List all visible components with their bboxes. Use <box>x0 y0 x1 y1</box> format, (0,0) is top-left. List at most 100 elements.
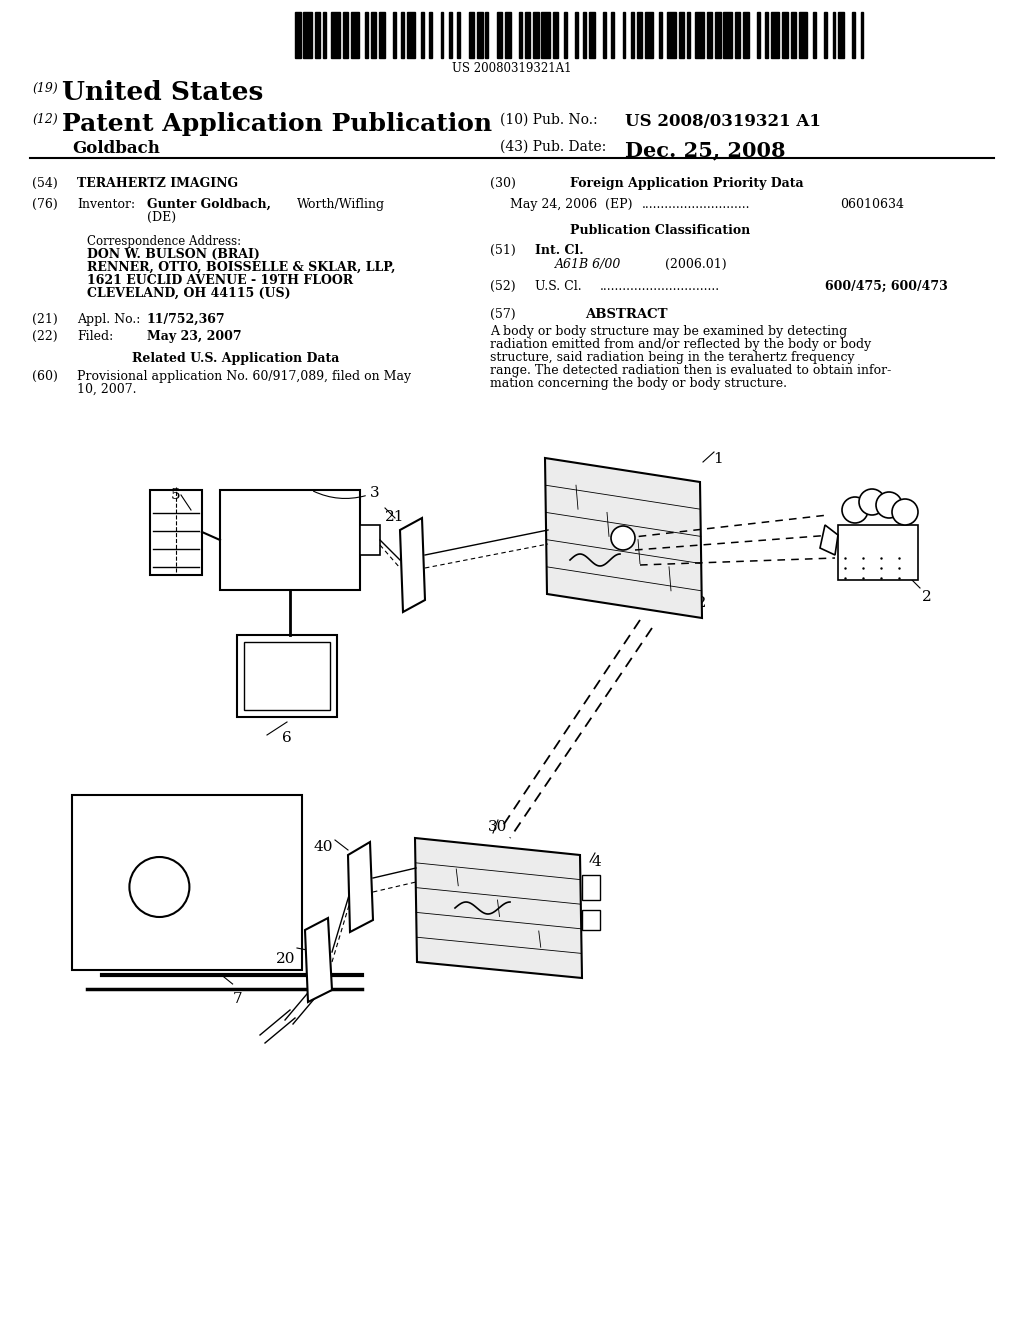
Bar <box>824 12 827 58</box>
Text: (30): (30) <box>490 177 516 190</box>
Bar <box>734 12 740 58</box>
Bar <box>351 12 359 58</box>
Polygon shape <box>400 517 425 612</box>
Text: 1: 1 <box>713 451 723 466</box>
Bar <box>695 12 703 58</box>
Text: (22): (22) <box>32 330 57 343</box>
Text: mation concerning the body or body structure.: mation concerning the body or body struc… <box>490 378 787 389</box>
Text: (52): (52) <box>490 280 516 293</box>
Polygon shape <box>415 838 582 978</box>
Text: Correspondence Address:: Correspondence Address: <box>87 235 241 248</box>
Text: radiation emitted from and/or reflected by the body or body: radiation emitted from and/or reflected … <box>490 338 871 351</box>
Text: May 23, 2007: May 23, 2007 <box>147 330 242 343</box>
Bar <box>343 12 348 58</box>
Bar <box>542 12 550 58</box>
Text: A61B 6/00: A61B 6/00 <box>555 257 622 271</box>
Bar <box>582 875 600 900</box>
Text: 21: 21 <box>385 510 404 524</box>
Bar <box>485 12 488 58</box>
Text: (10) Pub. No.:: (10) Pub. No.: <box>500 114 598 127</box>
Bar <box>401 12 404 58</box>
Text: Filed:: Filed: <box>77 330 114 343</box>
Bar <box>582 909 600 931</box>
Text: A body or body structure may be examined by detecting: A body or body structure may be examined… <box>490 325 847 338</box>
Text: (76): (76) <box>32 198 57 211</box>
Text: U.S. Cl.: U.S. Cl. <box>535 280 582 293</box>
Bar <box>72 795 302 970</box>
Bar <box>421 12 424 58</box>
Text: (EP): (EP) <box>605 198 633 211</box>
Text: ...............................: ............................... <box>600 280 720 293</box>
Text: Publication Classification: Publication Classification <box>570 224 751 238</box>
Text: 32: 32 <box>688 597 708 610</box>
Bar <box>244 642 330 710</box>
Bar <box>314 12 321 58</box>
Bar <box>237 635 337 717</box>
Text: Inventor:: Inventor: <box>77 198 135 211</box>
Circle shape <box>611 525 635 550</box>
Text: (57): (57) <box>490 308 516 321</box>
Bar <box>295 12 301 58</box>
Bar <box>564 12 566 58</box>
Text: May 24, 2006: May 24, 2006 <box>510 198 597 211</box>
Polygon shape <box>348 842 373 932</box>
Circle shape <box>892 499 918 525</box>
Bar <box>645 12 653 58</box>
Bar <box>723 12 732 58</box>
Bar <box>631 12 634 58</box>
Text: 4: 4 <box>592 855 602 869</box>
Text: Patent Application Publication: Patent Application Publication <box>62 112 493 136</box>
Text: ............................: ............................ <box>642 198 751 211</box>
Text: Goldbach: Goldbach <box>72 140 160 157</box>
Text: Gunter Goldbach,: Gunter Goldbach, <box>147 198 271 211</box>
Bar <box>365 12 368 58</box>
Bar <box>833 12 836 58</box>
Text: range. The detected radiation then is evaluated to obtain infor-: range. The detected radiation then is ev… <box>490 364 891 378</box>
Text: Foreign Application Priority Data: Foreign Application Priority Data <box>570 177 804 190</box>
Bar <box>534 12 539 58</box>
Bar <box>771 12 779 58</box>
Bar <box>623 12 626 58</box>
Bar <box>323 12 326 58</box>
Bar <box>584 12 586 58</box>
Bar <box>743 12 749 58</box>
Text: 2: 2 <box>922 590 932 605</box>
Text: US 20080319321A1: US 20080319321A1 <box>453 62 571 75</box>
Bar <box>519 12 522 58</box>
Text: DON W. BULSON (BRAI): DON W. BULSON (BRAI) <box>87 248 260 261</box>
Bar <box>668 12 676 58</box>
Bar <box>440 12 443 58</box>
Text: Related U.S. Application Data: Related U.S. Application Data <box>132 352 339 366</box>
Bar <box>469 12 474 58</box>
Circle shape <box>859 488 885 515</box>
Text: (2006.01): (2006.01) <box>665 257 727 271</box>
Bar <box>715 12 721 58</box>
Text: (51): (51) <box>490 244 516 257</box>
Bar <box>150 490 202 576</box>
Text: RENNER, OTTO, BOISSELLE & SKLAR, LLP,: RENNER, OTTO, BOISSELLE & SKLAR, LLP, <box>87 261 395 275</box>
Text: CLEVELAND, OH 44115 (US): CLEVELAND, OH 44115 (US) <box>87 286 291 300</box>
Bar <box>838 525 918 579</box>
Polygon shape <box>305 917 332 1002</box>
Text: 7: 7 <box>232 993 243 1006</box>
Text: 6: 6 <box>283 731 292 744</box>
Bar <box>360 525 380 554</box>
Circle shape <box>842 498 868 523</box>
Bar <box>813 12 816 58</box>
Bar <box>220 490 360 590</box>
Text: ABSTRACT: ABSTRACT <box>585 308 668 321</box>
Text: Worth/Wifling: Worth/Wifling <box>297 198 385 211</box>
Bar <box>458 12 460 58</box>
Text: 5: 5 <box>171 488 181 502</box>
Polygon shape <box>545 458 702 618</box>
Text: 20: 20 <box>275 952 295 966</box>
Text: (43) Pub. Date:: (43) Pub. Date: <box>500 140 606 154</box>
Bar <box>799 12 807 58</box>
Text: Provisional application No. 60/917,089, filed on May: Provisional application No. 60/917,089, … <box>77 370 411 383</box>
Text: 10, 2007.: 10, 2007. <box>77 383 136 396</box>
Text: (DE): (DE) <box>147 211 176 224</box>
Bar <box>589 12 595 58</box>
Text: (60): (60) <box>32 370 58 383</box>
Bar <box>852 12 855 58</box>
Bar <box>575 12 578 58</box>
